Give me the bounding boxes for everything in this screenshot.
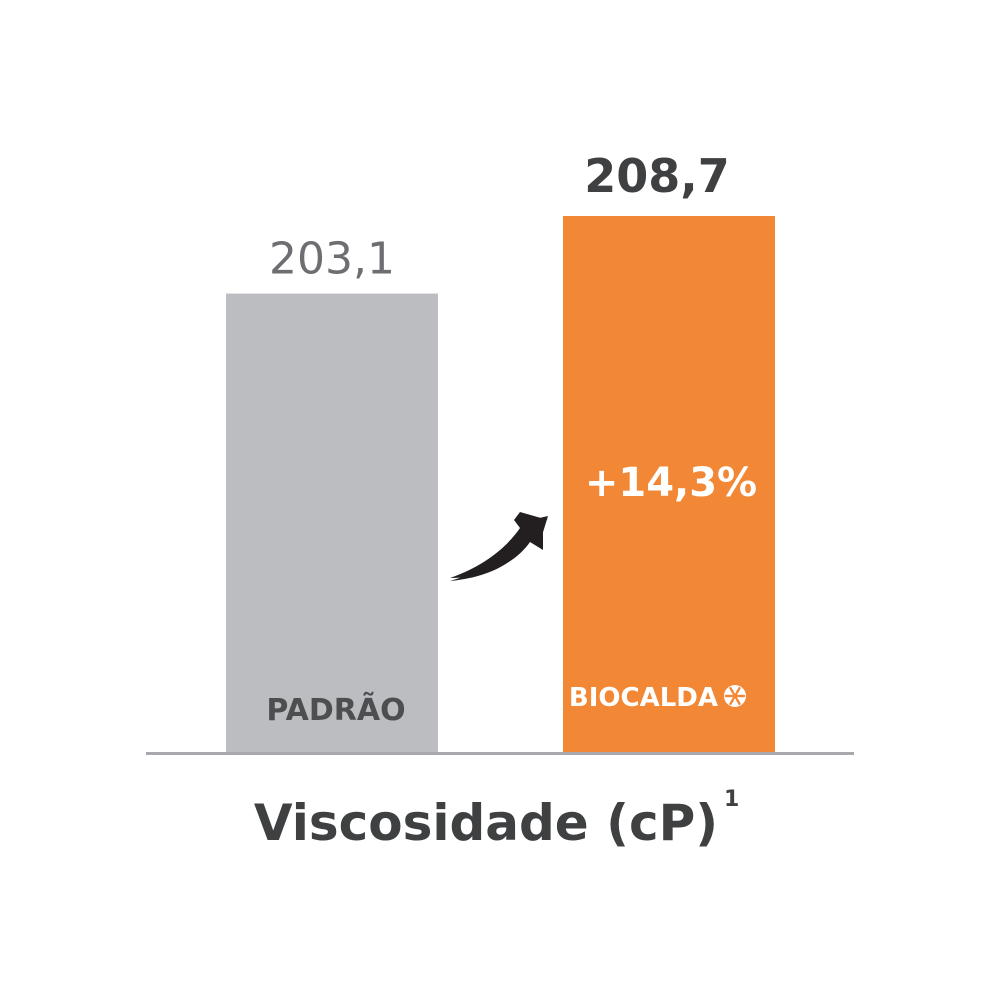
delta-percentage-label: +14,3% bbox=[585, 460, 757, 506]
chart-title-text: Viscosidade (cP) bbox=[254, 794, 718, 852]
brand-icon-ray bbox=[735, 698, 741, 705]
chart-title: Viscosidade (cP) bbox=[254, 794, 718, 852]
biocalda-sun-icon bbox=[724, 685, 746, 707]
value-label-biocalda: 208,7 bbox=[584, 149, 730, 203]
value-label-padrao: 203,1 bbox=[269, 234, 395, 285]
brand-icon-ray bbox=[735, 687, 741, 694]
bar-padrao bbox=[226, 293, 438, 752]
chart-title-footnote: 1 bbox=[724, 787, 739, 812]
category-label-padrao: PADRÃO bbox=[266, 691, 405, 728]
brand-icon-ray bbox=[729, 698, 735, 705]
brand-icon-ray bbox=[729, 687, 735, 694]
bar-biocalda bbox=[563, 216, 775, 752]
curved-arrow-up-icon bbox=[450, 512, 548, 581]
category-label-biocalda: BIOCALDA bbox=[569, 683, 718, 713]
